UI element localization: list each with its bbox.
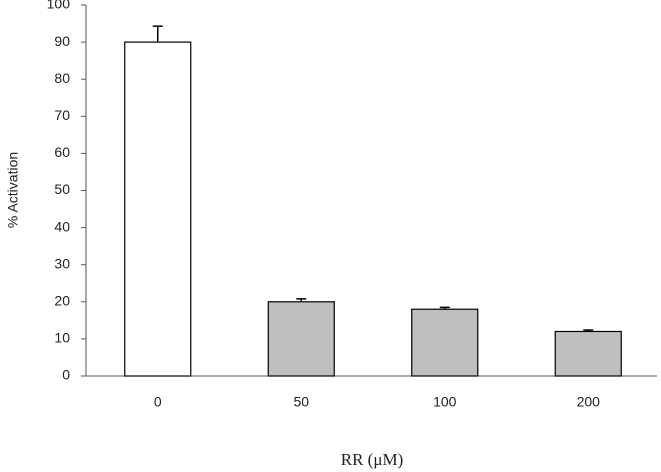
y-tick-label: 100 bbox=[47, 0, 71, 12]
y-tick-label: 90 bbox=[54, 33, 70, 49]
x-axis-label: RR (μM) bbox=[341, 450, 403, 469]
bar bbox=[124, 41, 192, 377]
bar bbox=[411, 308, 479, 377]
y-tick-label: 10 bbox=[54, 330, 70, 346]
y-tick-label: 20 bbox=[54, 293, 70, 309]
y-tick-label: 30 bbox=[54, 255, 70, 271]
x-tick-label: 0 bbox=[154, 394, 162, 410]
y-tick-label: 70 bbox=[54, 107, 70, 123]
y-axis-label: % Activation bbox=[5, 152, 21, 228]
x-tick-label: 100 bbox=[433, 394, 457, 410]
y-tick-label: 80 bbox=[54, 70, 70, 86]
x-tick-label: 200 bbox=[577, 394, 601, 410]
y-tick-label: 60 bbox=[54, 144, 70, 160]
y-tick-label: 50 bbox=[54, 181, 70, 197]
y-tick-label: 40 bbox=[54, 218, 70, 234]
x-tick-label: 50 bbox=[293, 394, 309, 410]
bar bbox=[267, 301, 335, 377]
y-tick-label: 0 bbox=[62, 367, 70, 383]
bar bbox=[554, 330, 622, 377]
